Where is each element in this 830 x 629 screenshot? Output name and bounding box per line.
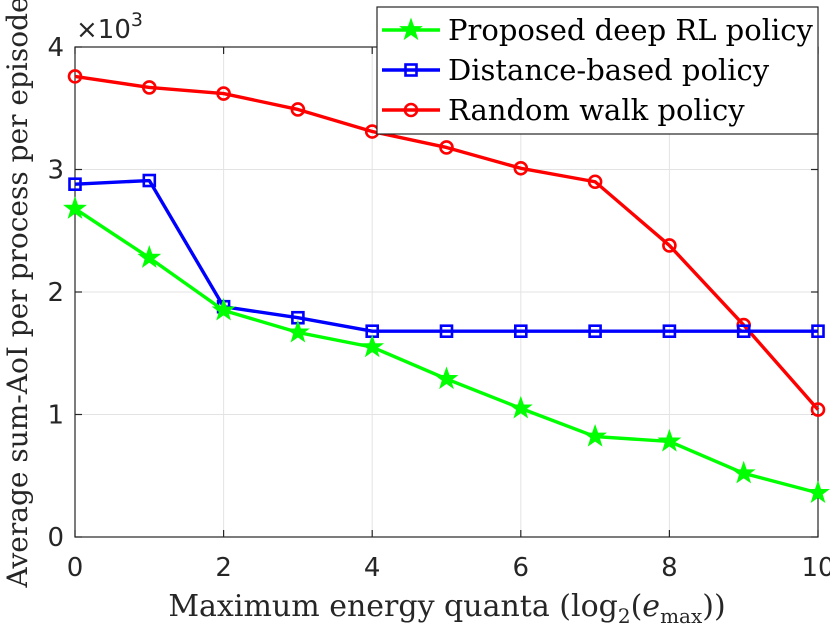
y-exponent-power: 3 xyxy=(131,9,143,31)
x-axis-label-close: )) xyxy=(702,589,725,624)
data-point-circle xyxy=(662,238,677,253)
data-point-circle xyxy=(142,80,157,95)
data-point-circle xyxy=(587,174,603,190)
y-tick-label: 0 xyxy=(47,523,64,553)
data-point-circle xyxy=(810,402,826,417)
x-tick-label: 6 xyxy=(513,553,530,583)
x-axis-label-var-sub: max xyxy=(660,604,703,628)
legend-marker-star xyxy=(399,17,423,41)
data-point-square xyxy=(662,324,677,339)
data-point-star xyxy=(63,196,87,219)
x-tick-label: 0 xyxy=(67,553,84,583)
data-point-circle xyxy=(439,140,454,155)
legend-item: Distance-based policy xyxy=(382,53,770,87)
x-tick-label: 8 xyxy=(661,553,678,583)
legend-item: Random walk policy xyxy=(382,93,745,127)
data-point-circle xyxy=(216,86,231,101)
data-point-square xyxy=(811,324,825,339)
data-point-square xyxy=(68,177,82,191)
legend: Proposed deep RL policy Distance-based po… xyxy=(376,6,819,135)
data-point-circle xyxy=(513,160,529,176)
x-tick-label: 2 xyxy=(215,553,232,583)
legend-marker-square xyxy=(404,63,418,77)
series-line xyxy=(74,178,818,333)
y-tick-label: 4 xyxy=(47,33,64,63)
legend-box xyxy=(376,6,819,135)
data-point-star xyxy=(285,319,310,343)
data-point-square xyxy=(513,324,528,339)
legend-label: Distance-based policy xyxy=(448,53,770,87)
y-tick-label: 2 xyxy=(47,278,64,308)
x-tick-label: 10 xyxy=(801,553,830,583)
data-point-star xyxy=(211,297,236,321)
data-point-star xyxy=(657,428,682,452)
axis-ticks: 0 2 4 6 8 10 0 1 2 3 4 xyxy=(47,33,830,583)
y-exponent-label: ×103 xyxy=(76,9,143,45)
legend-item: Proposed deep RL policy xyxy=(382,13,813,47)
data-point-square xyxy=(736,324,751,339)
legend-label: Random walk policy xyxy=(448,93,745,127)
series-star xyxy=(63,196,830,504)
data-point-square xyxy=(439,324,454,339)
data-point-circle xyxy=(67,69,83,84)
x-axis-label-sub: 2 xyxy=(618,604,631,628)
series-line xyxy=(74,74,820,411)
data-point-star xyxy=(806,480,830,504)
data-point-star xyxy=(731,460,756,484)
y-axis-label: Average sum-AoI per process per episode xyxy=(1,0,34,589)
series-square xyxy=(68,173,825,339)
data-point-star xyxy=(137,245,162,268)
data-point-star xyxy=(434,366,459,390)
x-tick-label: 4 xyxy=(364,553,381,583)
data-point-circle xyxy=(290,102,306,117)
y-tick-label: 1 xyxy=(47,401,64,431)
data-point-star xyxy=(583,424,608,447)
data-point-square xyxy=(142,173,157,188)
data-point-star xyxy=(508,395,533,419)
legend-marker-circle xyxy=(403,102,419,118)
x-axis-label: Maximum energy quanta (log2(emax)) xyxy=(168,589,725,628)
series-line xyxy=(74,207,819,495)
data-point-square xyxy=(588,324,602,339)
series-group xyxy=(63,69,830,504)
x-axis-label-open: ( xyxy=(631,589,643,624)
legend-label: Proposed deep RL policy xyxy=(448,13,813,47)
y-tick-label: 3 xyxy=(47,156,64,186)
data-point-star xyxy=(360,334,385,358)
x-axis-label-var: e xyxy=(642,589,660,624)
